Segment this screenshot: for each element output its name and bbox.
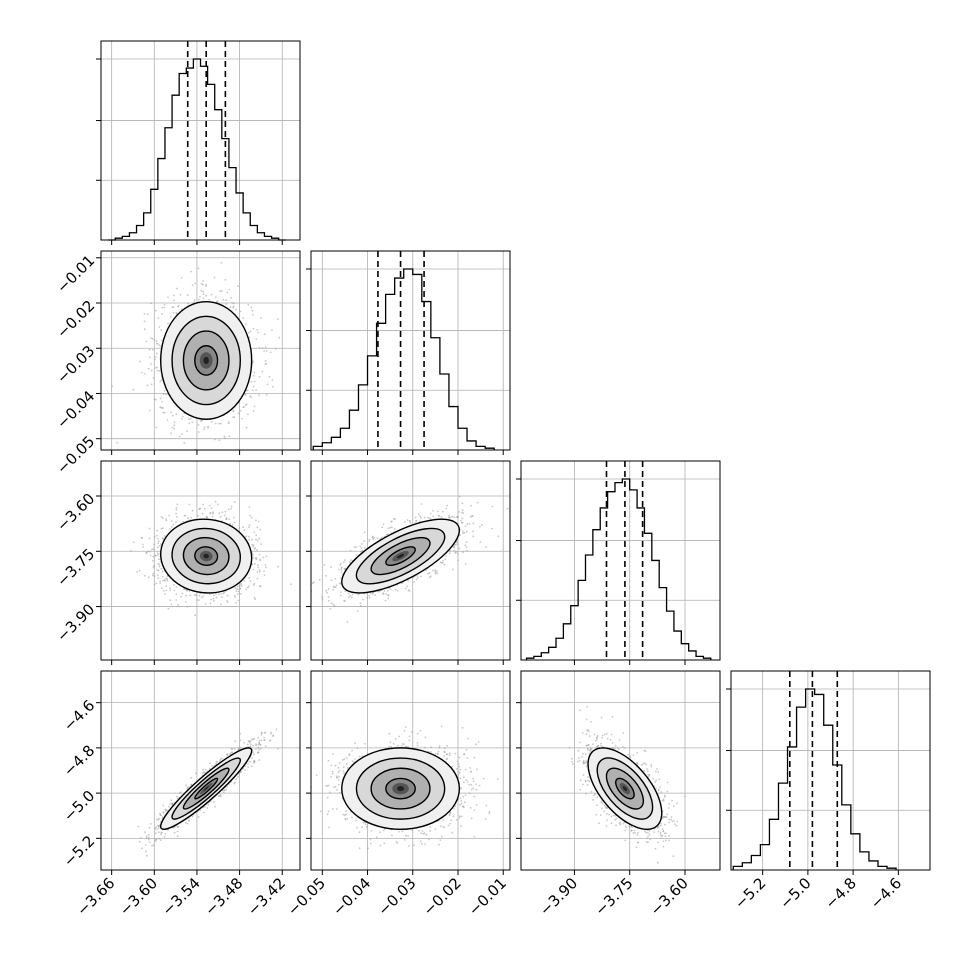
y-tick-label-3-2: −4.8: [60, 742, 98, 780]
pair-frame-2-3: [520, 670, 721, 871]
pair-panel-2-3: [520, 670, 721, 871]
y-tick-label-2-0: −3.90: [53, 600, 98, 645]
contour-1-3-1: [370, 767, 431, 810]
pair-content-0-1: [111, 262, 281, 450]
density-band-1-3-5: [397, 786, 405, 792]
contour-0-1-1: [182, 330, 230, 391]
hist-panel-bg-0: [101, 41, 300, 240]
x-tick-label-2-2: −3.60: [647, 874, 692, 919]
histogram-1: [312, 268, 495, 450]
hist-frame-1: [310, 250, 511, 451]
x-tick-label-0-3: −3.48: [201, 874, 246, 919]
x-tick-label-1-1: −0.04: [329, 874, 374, 919]
x-tick-label-1-2: −0.03: [374, 874, 419, 919]
pair-panel-1-3: [310, 670, 511, 871]
x-tick-label-3-3: −4.6: [867, 874, 905, 912]
y-tick-label-1-0: −0.05: [53, 432, 98, 477]
y-tick-label-3-1: −5.0: [60, 787, 98, 825]
pair-content-0-3: [137, 728, 279, 857]
hist-frame-0: [100, 40, 301, 241]
density-band-0-1-5: [203, 356, 209, 364]
hist-panel-0: [96, 40, 301, 241]
x-tick-label-1-4: −0.01: [465, 874, 510, 919]
x-tick-label-3-0: −5.2: [731, 874, 769, 912]
hist-frame-2: [520, 460, 721, 661]
pair-panel-0-3: [100, 670, 301, 871]
contour-1-2-2: [355, 527, 446, 585]
x-tick-label-1-0: −0.05: [284, 874, 329, 919]
histogram-3: [732, 688, 897, 870]
pair-panel-0-2: [100, 460, 301, 661]
density-band-0-2-5: [203, 553, 209, 559]
contour-1-3-3: [341, 747, 461, 830]
hist-panel-bg-3: [731, 671, 930, 870]
x-tick-label-2-1: −3.75: [591, 874, 636, 919]
contour-2-3-2: [596, 757, 654, 820]
pair-frame-1-2: [310, 460, 511, 661]
density-band-2-3-5: [622, 786, 628, 792]
pair-frame-0-1: [100, 250, 301, 451]
pair-panel-0-1: [100, 250, 301, 451]
contour-0-1-2: [171, 315, 242, 406]
x-tick-label-3-1: −5.0: [776, 874, 814, 912]
y-tick-label-1-2: −0.03: [53, 342, 98, 387]
contour-0-3-3: [159, 747, 253, 830]
y-tick-label-2-2: −3.60: [53, 490, 98, 535]
contour-1-2-1: [370, 536, 431, 576]
x-tick-label-2-0: −3.90: [536, 874, 581, 919]
hist-panel-bg-2: [521, 461, 720, 660]
contour-0-3-1: [182, 767, 230, 810]
x-tick-label-0-0: −3.66: [73, 874, 118, 919]
contour-0-2-0: [194, 546, 219, 566]
pair-frame-0-3: [100, 670, 301, 871]
pair-frame-1-3: [310, 670, 511, 871]
density-band-0-3-5: [203, 786, 209, 792]
y-tick-label-1-4: −0.01: [53, 251, 98, 296]
x-tick-label-1-3: −0.02: [420, 874, 465, 919]
hist-panel-2: [516, 460, 721, 661]
contour-2-3-3: [587, 747, 663, 830]
contour-0-2-1: [182, 536, 230, 576]
histogram-0: [108, 58, 286, 241]
x-tick-label-0-2: −3.54: [159, 874, 204, 919]
contour-2-3-1: [605, 767, 645, 810]
hist-panel-bg-1: [311, 251, 510, 450]
x-tick-label-0-4: −3.42: [244, 874, 289, 919]
contour-0-2-3: [160, 518, 253, 594]
contour-0-1-0: [194, 345, 219, 376]
hist-panel-3: [726, 670, 931, 871]
contour-0-3-2: [171, 757, 242, 820]
pair-content-0-2: [130, 500, 292, 617]
pair-bg-0-3: [101, 671, 300, 870]
histogram-2: [525, 478, 712, 660]
hist-panel-1: [306, 250, 511, 451]
y-tick-label-1-1: −0.04: [53, 387, 98, 432]
contour-1-2-3: [341, 518, 461, 594]
pair-panel-1-2: [310, 460, 511, 661]
y-tick-label-3-3: −4.6: [60, 696, 98, 734]
pair-content-1-3: [311, 725, 499, 850]
pair-frame-0-2: [100, 460, 301, 661]
y-tick-label-3-0: −5.2: [60, 832, 98, 870]
contour-1-2-0: [385, 546, 416, 566]
density-band-1-2-5: [397, 553, 405, 559]
pair-content-1-2: [311, 495, 509, 623]
x-tick-label-3-2: −4.8: [821, 874, 859, 912]
y-tick-label-2-1: −3.75: [53, 545, 98, 590]
y-tick-label-1-3: −0.02: [53, 297, 98, 342]
pair-content-2-3: [568, 705, 686, 864]
contour-0-2-2: [171, 527, 242, 585]
x-tick-label-0-1: −3.60: [116, 874, 161, 919]
contour-0-3-0: [194, 777, 219, 800]
hist-frame-3: [730, 670, 931, 871]
contour-2-3-0: [615, 777, 635, 800]
contour-1-3-0: [385, 777, 416, 800]
contour-1-3-2: [355, 757, 446, 820]
contour-0-1-3: [160, 300, 253, 420]
